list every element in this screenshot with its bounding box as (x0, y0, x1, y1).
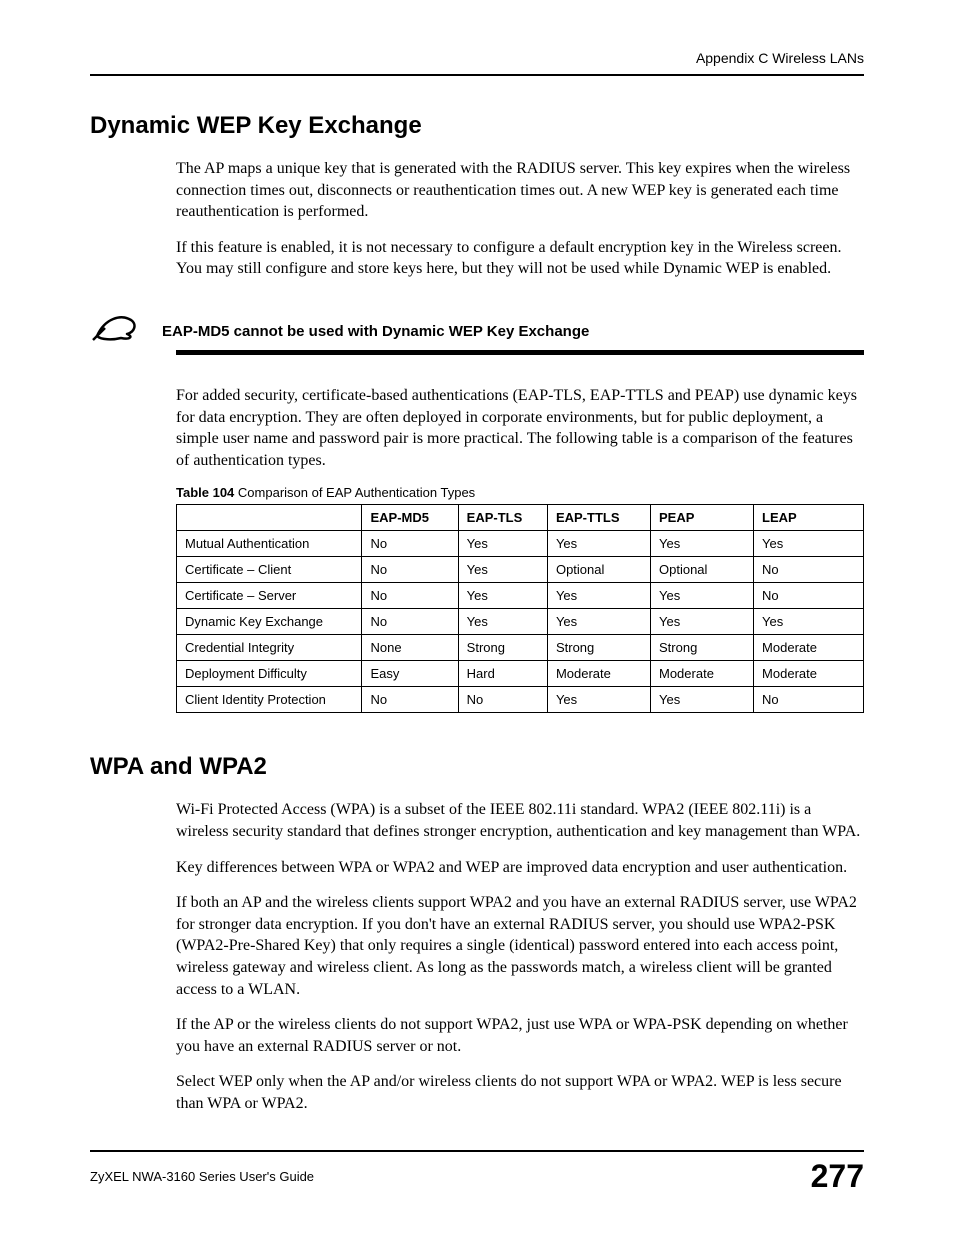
table-header: EAP-TLS (458, 505, 547, 531)
table-cell: Yes (458, 557, 547, 583)
section1-title: Dynamic WEP Key Exchange (90, 112, 864, 140)
section2-title: WPA and WPA2 (90, 753, 864, 781)
table-cell: Yes (651, 531, 754, 557)
section2-p5: Select WEP only when the AP and/or wirel… (176, 1071, 864, 1114)
table-cell: Easy (362, 661, 458, 687)
table-header: PEAP (651, 505, 754, 531)
table-row: Client Identity ProtectionNoNoYesYesNo (177, 687, 864, 713)
section2-p2: Key differences between WPA or WPA2 and … (176, 857, 864, 879)
page-footer: ZyXEL NWA-3160 Series User's Guide 277 (90, 1150, 864, 1195)
table-cell: Hard (458, 661, 547, 687)
table-cell: Certificate – Client (177, 557, 362, 583)
table-cell: No (362, 557, 458, 583)
table-cell: Optional (651, 557, 754, 583)
table-row: Dynamic Key ExchangeNoYesYesYesYes (177, 609, 864, 635)
table-cell: No (754, 583, 864, 609)
table-cell: Mutual Authentication (177, 531, 362, 557)
table-cell: Yes (754, 609, 864, 635)
eap-table: EAP-MD5EAP-TLSEAP-TTLSPEAPLEAP Mutual Au… (176, 504, 864, 713)
table-cell: Optional (547, 557, 650, 583)
table-row: Mutual AuthenticationNoYesYesYesYes (177, 531, 864, 557)
table-caption-text: Comparison of EAP Authentication Types (234, 485, 475, 500)
section2-p4: If the AP or the wireless clients do not… (176, 1014, 864, 1057)
table-header (177, 505, 362, 531)
table-cell: Strong (651, 635, 754, 661)
table-cell: Moderate (754, 635, 864, 661)
table-cell: Yes (547, 583, 650, 609)
table-cell: Moderate (651, 661, 754, 687)
table-cell: Yes (754, 531, 864, 557)
table-cell: Credential Integrity (177, 635, 362, 661)
table-header: LEAP (754, 505, 864, 531)
table-cell: Dynamic Key Exchange (177, 609, 362, 635)
table-cell: Yes (651, 609, 754, 635)
table-cell: Yes (547, 609, 650, 635)
table-cell: None (362, 635, 458, 661)
note-text: EAP-MD5 cannot be used with Dynamic WEP … (162, 323, 589, 344)
table-cell: No (458, 687, 547, 713)
table-cell: Strong (547, 635, 650, 661)
section1-p2: If this feature is enabled, it is not ne… (176, 237, 864, 280)
table-caption: Table 104 Comparison of EAP Authenticati… (176, 485, 864, 500)
table-cell: No (362, 583, 458, 609)
note-icon (90, 310, 142, 344)
table-cell: Yes (651, 687, 754, 713)
table-cell: Yes (651, 583, 754, 609)
table-row: Certificate – ServerNoYesYesYesNo (177, 583, 864, 609)
table-cell: Moderate (547, 661, 650, 687)
section1-p3: For added security, certificate-based au… (176, 385, 864, 471)
table-cell: No (754, 687, 864, 713)
table-row: Credential IntegrityNoneStrongStrongStro… (177, 635, 864, 661)
table-cell: Moderate (754, 661, 864, 687)
section1-p1: The AP maps a unique key that is generat… (176, 158, 864, 223)
table-cell: Yes (547, 531, 650, 557)
note-block: EAP-MD5 cannot be used with Dynamic WEP … (90, 310, 864, 344)
table-header: EAP-TTLS (547, 505, 650, 531)
table-caption-label: Table 104 (176, 485, 234, 500)
table-cell: Strong (458, 635, 547, 661)
table-row: Deployment DifficultyEasyHardModerateMod… (177, 661, 864, 687)
table-cell: Yes (458, 531, 547, 557)
section2-p3: If both an AP and the wireless clients s… (176, 892, 864, 1000)
table-cell: Yes (458, 583, 547, 609)
note-rule (176, 350, 864, 355)
table-header: EAP-MD5 (362, 505, 458, 531)
section2-p1: Wi-Fi Protected Access (WPA) is a subset… (176, 799, 864, 842)
table-row: Certificate – ClientNoYesOptionalOptiona… (177, 557, 864, 583)
table-cell: No (362, 531, 458, 557)
table-cell: No (362, 609, 458, 635)
table-cell: Client Identity Protection (177, 687, 362, 713)
table-cell: Yes (547, 687, 650, 713)
header-appendix: Appendix C Wireless LANs (90, 50, 864, 66)
footer-page-number: 277 (811, 1158, 864, 1195)
table-cell: Certificate – Server (177, 583, 362, 609)
table-cell: No (362, 687, 458, 713)
table-cell: Yes (458, 609, 547, 635)
table-cell: No (754, 557, 864, 583)
top-rule (90, 74, 864, 76)
table-cell: Deployment Difficulty (177, 661, 362, 687)
footer-guide: ZyXEL NWA-3160 Series User's Guide (90, 1169, 314, 1184)
